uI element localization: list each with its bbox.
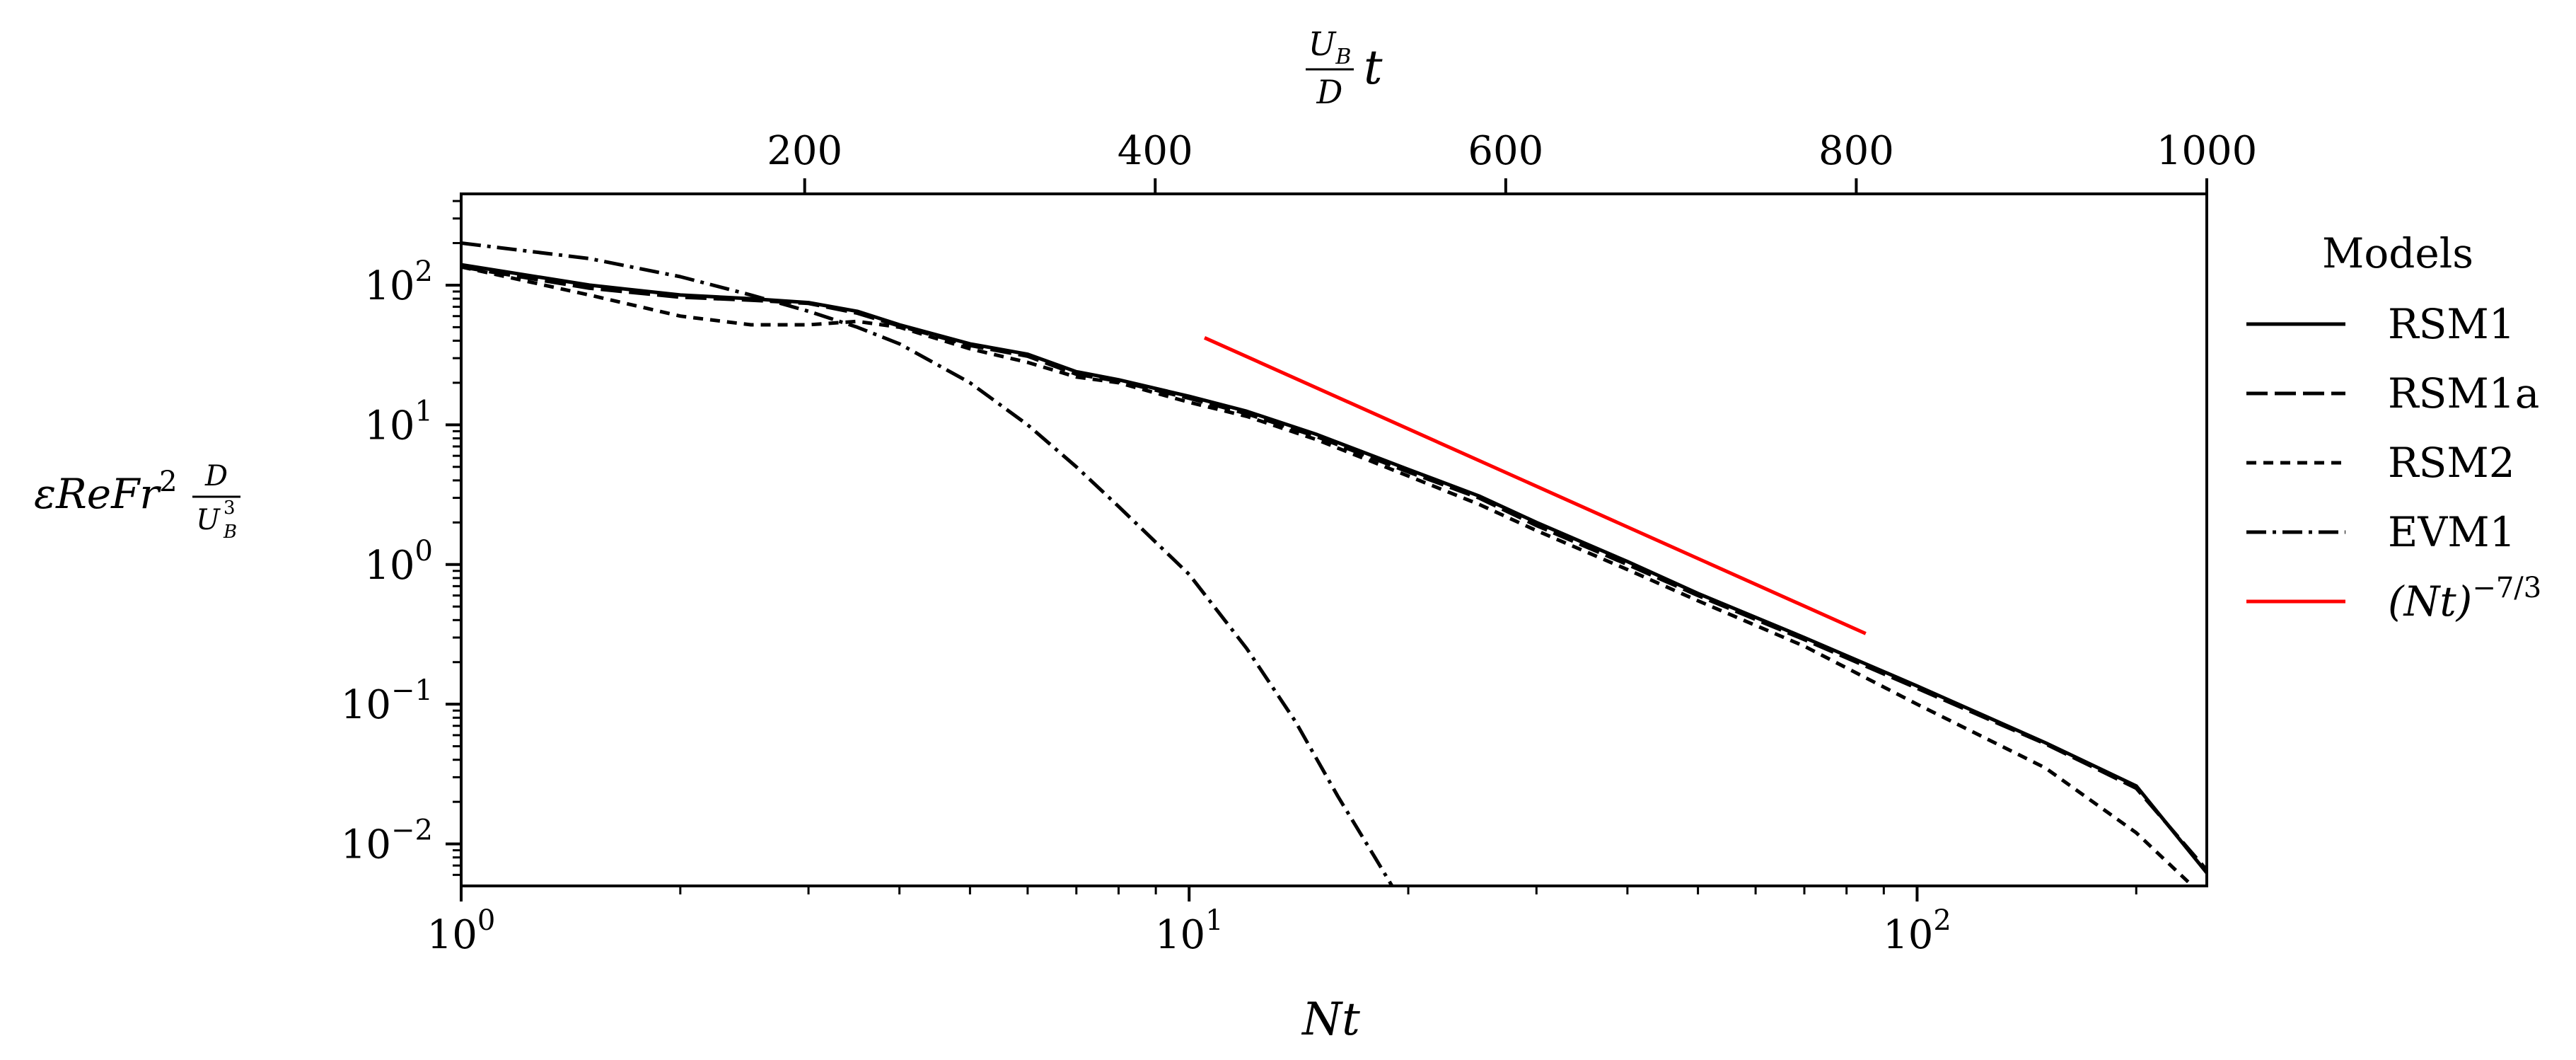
top-tick-label-2: 600 — [1468, 128, 1543, 174]
legend-label-3: EVM1 — [2388, 508, 2516, 556]
top-axis-label-num-sub: B — [1335, 45, 1351, 69]
y-tick-base: 10 — [364, 543, 414, 589]
y-axis-label-frac-num: D — [204, 460, 228, 492]
series-line-1 — [461, 265, 2207, 872]
y-tick-exp: 2 — [415, 255, 433, 288]
top-axis-label-num-main: U — [1309, 25, 1338, 63]
y-tick-base: 10 — [341, 822, 391, 868]
x-tick-exp: 0 — [477, 904, 495, 937]
legend-label-1: RSM1a — [2388, 369, 2539, 417]
x-axis-label: Nt — [1301, 993, 1360, 1046]
y-tick-exp: 1 — [415, 395, 433, 427]
x-tick-label-2: 102 — [1883, 904, 1951, 958]
legend-title: Models — [2322, 229, 2473, 277]
plot-frame — [460, 192, 2208, 887]
y-tick-label-2: 100 — [364, 535, 433, 589]
legend: Models RSM1 RSM1a RSM2 EVM1 (Nt)−7/3 — [2246, 229, 2541, 626]
top-tick-label-1: 400 — [1118, 128, 1193, 174]
y-tick-base: 10 — [364, 263, 414, 309]
series-line-4 — [1203, 336, 1867, 635]
x-tick-label-0: 100 — [427, 904, 496, 958]
series-line-2 — [461, 265, 2195, 886]
y-tick-label-3: 10−1 — [341, 674, 433, 728]
series-line-3 — [461, 241, 1394, 886]
legend-label-main: (Nt) — [2388, 577, 2472, 626]
top-axis-label-den: D — [1316, 73, 1343, 111]
y-axis-label-main: εReFr2 — [34, 466, 178, 518]
legend-label-2: RSM2 — [2388, 439, 2515, 487]
top-tick-label-4: 1000 — [2157, 128, 2258, 174]
x-tick-exp: 1 — [1205, 904, 1223, 937]
y-axis-label-frac-den: U — [196, 504, 221, 536]
x-tick-base: 10 — [1155, 912, 1205, 958]
y-tick-exp: −1 — [391, 674, 433, 707]
y-tick-label-0: 102 — [364, 255, 433, 309]
top-tick-label-3: 800 — [1818, 128, 1894, 174]
top-tick-label-0: 200 — [767, 128, 842, 174]
top-axis-label-tail: t — [1364, 40, 1383, 95]
legend-label-4: (Nt)−7/3 — [2388, 572, 2541, 626]
top-axis-label-num: UB — [1309, 25, 1352, 69]
y-axis-label-den-sup: 3 — [224, 497, 236, 519]
y-tick-exp: −2 — [391, 814, 433, 847]
y-axis-label-den-sub: B — [223, 522, 237, 543]
series-line-0 — [461, 263, 2207, 875]
y-tick-base: 10 — [364, 403, 414, 449]
x-tick-label-1: 101 — [1155, 904, 1224, 958]
y-axis-label-den-main: U — [196, 504, 221, 536]
x-tick-base: 10 — [427, 912, 477, 958]
y-tick-label-1: 101 — [364, 395, 433, 449]
x-tick-exp: 2 — [1933, 904, 1951, 937]
y-axis-label-main-text: εReFr — [34, 470, 161, 518]
series-group — [461, 241, 2207, 886]
y-tick-base: 10 — [341, 682, 391, 728]
y-tick-label-4: 10−2 — [341, 814, 433, 868]
y-axis-label-sup: 2 — [159, 466, 177, 498]
x-tick-base: 10 — [1883, 912, 1933, 958]
y-tick-exp: 0 — [415, 535, 433, 568]
legend-label-0: RSM1 — [2388, 300, 2515, 348]
legend-label-sup: −7/3 — [2472, 572, 2541, 604]
